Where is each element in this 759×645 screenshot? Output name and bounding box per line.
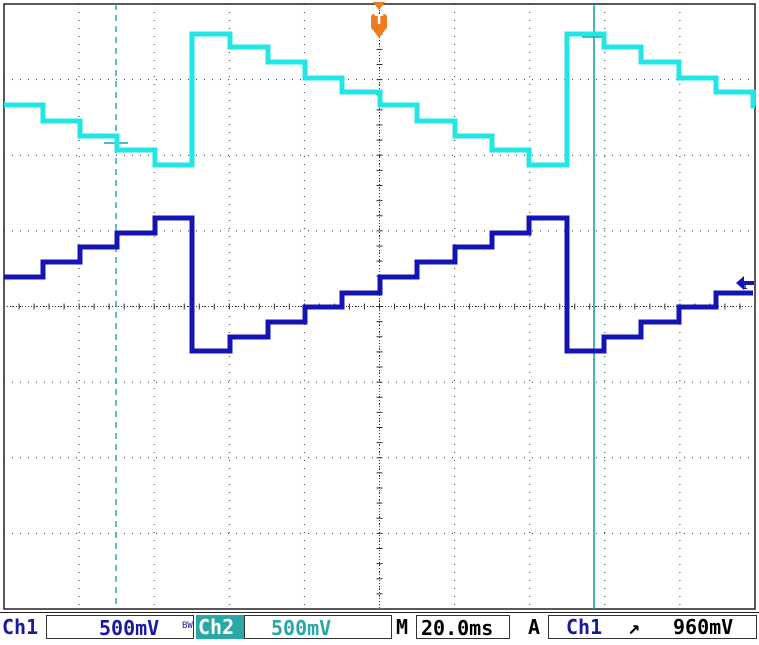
ch1-level-marker[interactable]: 1 [734,274,756,292]
bandwidth-limit-indicator: BW [182,621,193,631]
ch1-waveform-noise [4,219,753,354]
ch2-waveform [4,31,756,168]
scope-screen: T 1 [3,0,756,610]
ch2-label[interactable]: Ch2 [196,615,244,639]
trigger-slope-icon: ↗ [628,615,641,639]
ch1-level-marker-label: 1 [742,282,748,291]
status-bar: Ch1 500mV BW Ch2 500mV M 20.0ms A Ch1 ↗ … [0,612,759,642]
trigger-source: Ch1 [566,615,603,639]
trigger-marker-icon [371,2,387,38]
timebase-prefix: M [396,615,409,639]
timebase-value[interactable]: 20.0ms [416,615,510,640]
trigger-level: 960mV [673,615,734,639]
arrow-left-icon [736,276,754,290]
ch2-waveform-noise [4,35,755,168]
trigger-readout[interactable] [548,615,757,639]
ch1-label[interactable]: Ch1 [2,615,39,639]
trigger-marker-label: T [374,13,384,28]
waveform-display [3,3,756,610]
acquisition-mode: A [528,615,541,639]
trigger-position-marker[interactable]: T [369,0,389,40]
ch2-scale[interactable]: 500mV [244,615,392,640]
ch1-scale[interactable]: 500mV [46,615,194,640]
